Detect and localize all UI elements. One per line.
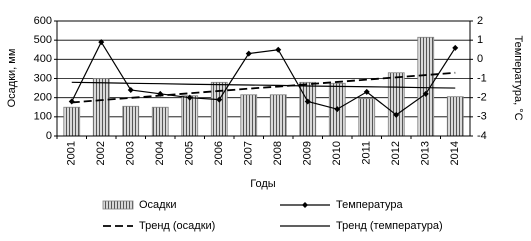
bar: [240, 94, 258, 137]
bar: [92, 78, 110, 137]
x-tick-label: 2004: [154, 141, 166, 165]
marker: [334, 106, 341, 113]
x-tick-label: 2009: [302, 141, 314, 165]
x-tick-label: 2003: [125, 141, 137, 165]
bar: [446, 96, 464, 137]
y-tick-label: 200: [34, 92, 52, 104]
x-tick-label: 2006: [213, 141, 225, 165]
bar: [358, 98, 376, 137]
y2-tick-label: -2: [477, 92, 487, 104]
y-tick-label: 100: [34, 111, 52, 123]
bar: [299, 81, 317, 137]
bar: [181, 95, 199, 137]
marker: [422, 90, 429, 97]
x-tick-label: 2002: [95, 141, 107, 165]
marker: [127, 87, 134, 93]
x-tick-label: 2008: [272, 141, 284, 165]
x-axis-label: Годы: [250, 178, 276, 190]
x-tick-label: 2007: [243, 141, 255, 165]
y-tick-label: 0: [46, 130, 52, 142]
y2-tick-label: 1: [477, 34, 483, 46]
y2-tick-label: 0: [477, 53, 483, 65]
legend-label: Тренд (температура): [336, 220, 443, 232]
marker: [452, 44, 459, 51]
line: [71, 81, 456, 89]
y-tick-label: 300: [34, 72, 52, 84]
legend-marker: [302, 202, 308, 208]
line: [71, 71, 456, 104]
marker: [304, 98, 311, 105]
y2-tick-label: -4: [477, 130, 487, 142]
plot-frame: [56, 20, 471, 137]
line: [71, 40, 456, 116]
legend-label: Тренд (осадки): [139, 220, 215, 232]
y2-tick-label: -3: [477, 111, 487, 123]
legend-swatch: [102, 200, 134, 210]
marker: [275, 46, 282, 53]
bar: [269, 94, 287, 137]
x-tick-label: 2011: [361, 141, 373, 165]
marker: [98, 39, 105, 46]
marker: [186, 94, 193, 101]
bar: [387, 72, 405, 137]
marker: [363, 88, 370, 95]
x-tick-label: 2005: [184, 141, 196, 165]
y2-tick-label: -1: [477, 72, 487, 84]
bar: [151, 106, 169, 137]
x-tick-label: 2001: [66, 141, 78, 165]
legend-label: Осадки: [139, 199, 177, 211]
bar: [122, 105, 140, 137]
y2-tick-label: 2: [477, 15, 483, 27]
x-tick-label: 2012: [390, 141, 402, 165]
y-tick-label: 500: [34, 34, 52, 46]
x-tick-label: 2014: [449, 141, 461, 165]
x-tick-label: 2013: [420, 141, 432, 165]
y-tick-label: 400: [34, 53, 52, 65]
bar: [417, 36, 435, 137]
marker: [393, 111, 400, 118]
bar: [63, 106, 81, 137]
x-tick-label: 2010: [331, 141, 343, 165]
legend-label: Температура: [336, 199, 404, 211]
y-tick-label: 600: [34, 15, 52, 27]
marker: [216, 96, 223, 103]
y-axis-label: Осадки, мм: [6, 49, 18, 108]
marker: [245, 50, 252, 57]
y2-axis-label: Температура, °С: [512, 35, 524, 120]
